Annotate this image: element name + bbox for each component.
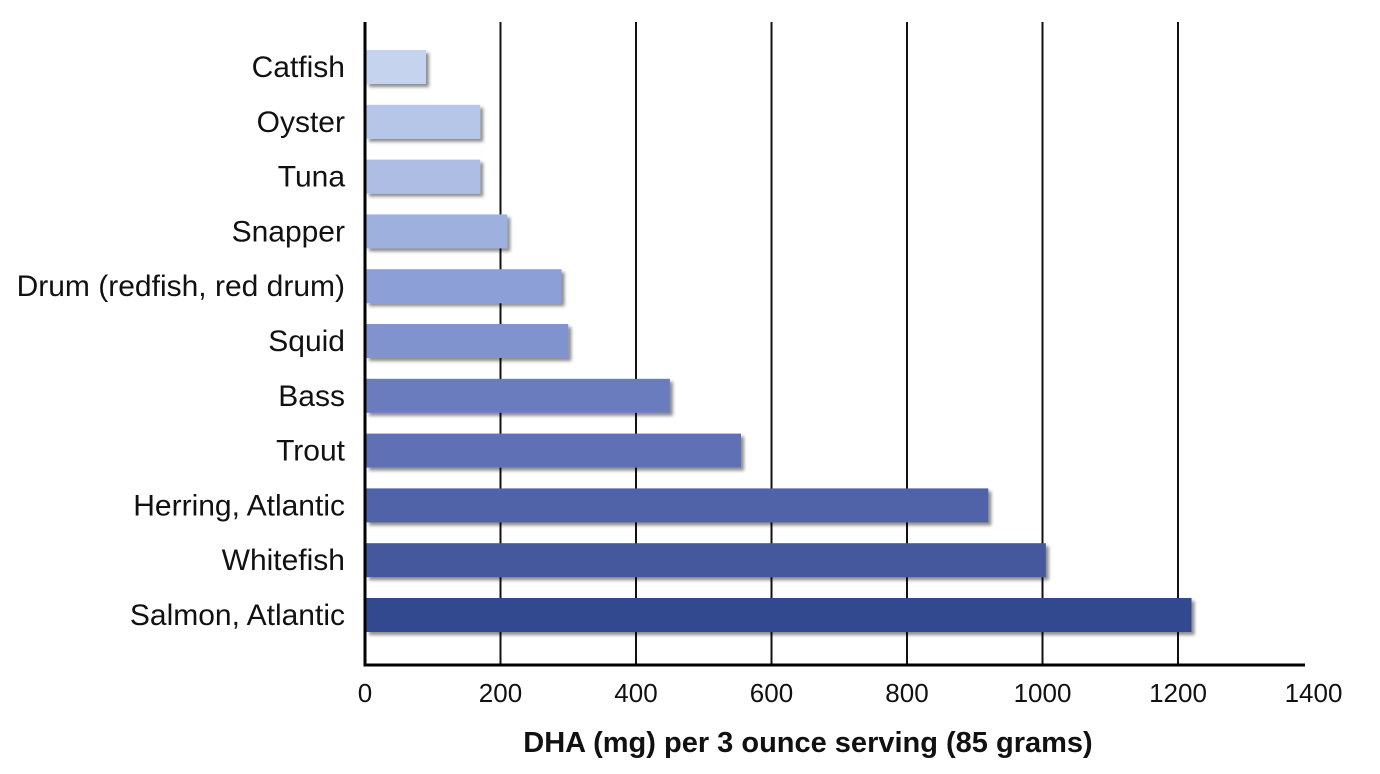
category-label: Whitefish xyxy=(222,544,345,577)
category-label: Squid xyxy=(268,325,345,358)
bar-3 xyxy=(366,214,508,249)
bar-8 xyxy=(366,488,989,523)
bars xyxy=(366,50,1192,632)
x-tick-labels: 0 200 400 600 800 1000 1200 1400 xyxy=(358,678,1343,708)
category-label: Oyster xyxy=(257,106,345,139)
bar-6 xyxy=(366,378,670,413)
category-label: Bass xyxy=(278,380,345,413)
bar-1 xyxy=(366,104,481,139)
x-tick-label: 1000 xyxy=(1014,678,1072,708)
category-label: Drum (redfish, red drum) xyxy=(17,270,345,303)
bar-2 xyxy=(366,159,481,194)
category-label: Snapper xyxy=(232,215,345,248)
bar-4 xyxy=(366,269,562,304)
category-label: Tuna xyxy=(278,161,346,194)
x-tick-label: 400 xyxy=(614,678,657,708)
category-labels: Catfish Oyster Tuna Snapper Drum (redfish, r… xyxy=(17,51,346,632)
bar-7 xyxy=(366,433,742,468)
bar-10 xyxy=(366,598,1192,632)
category-label: Trout xyxy=(276,435,346,468)
x-tick-label: 1200 xyxy=(1149,678,1207,708)
x-tick-label: 200 xyxy=(479,678,522,708)
category-label: Herring, Atlantic xyxy=(133,489,345,522)
x-axis-title: DHA (mg) per 3 ounce serving (85 grams) xyxy=(523,727,1092,759)
axes xyxy=(363,22,1305,667)
x-tick-label: 1400 xyxy=(1285,678,1343,708)
bar-5 xyxy=(366,324,569,358)
category-label: Salmon, Atlantic xyxy=(130,599,345,632)
bar-9 xyxy=(366,543,1046,578)
x-tick-label: 600 xyxy=(750,678,793,708)
x-tick-label: 800 xyxy=(885,678,928,708)
x-tick-label: 0 xyxy=(358,678,372,708)
bar-0 xyxy=(366,50,426,84)
category-label: Catfish xyxy=(252,51,345,84)
